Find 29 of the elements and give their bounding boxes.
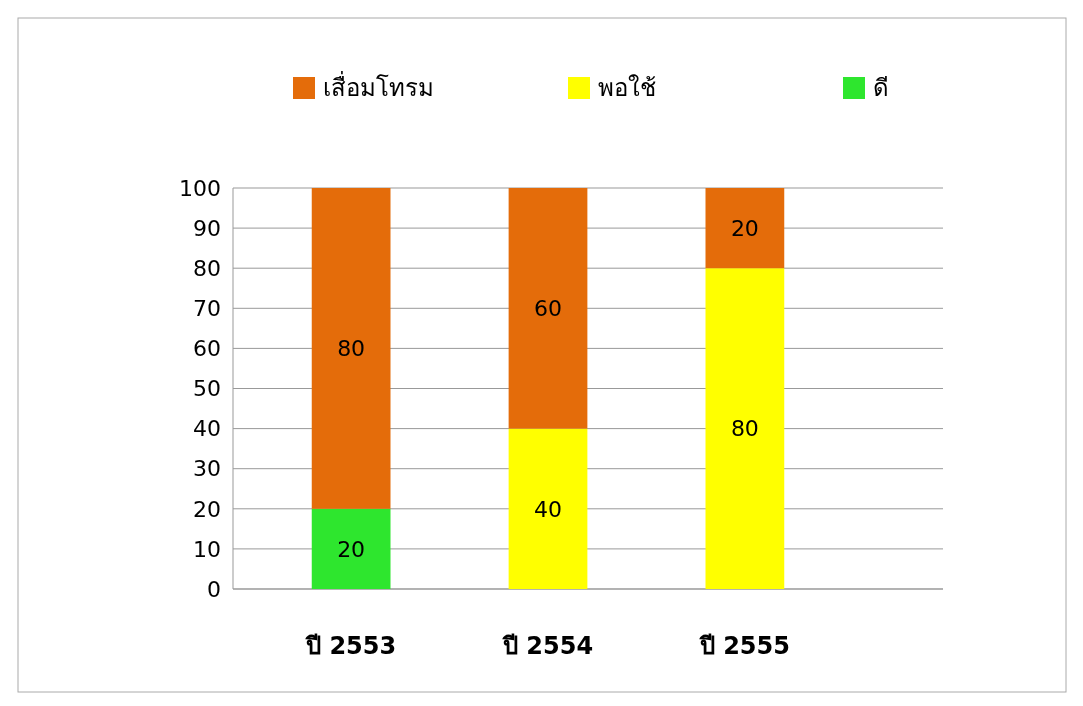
y-tick-label: 10 bbox=[193, 536, 221, 562]
y-tick-label: 40 bbox=[193, 416, 221, 442]
bar bbox=[705, 268, 785, 589]
x-tick-label: ปี 2554 bbox=[501, 632, 594, 660]
y-tick-label: 100 bbox=[179, 175, 221, 201]
bar bbox=[508, 428, 588, 589]
legend-label: พอใช้ bbox=[598, 74, 656, 103]
y-tick-label: 60 bbox=[193, 336, 221, 362]
data-label: 20 bbox=[337, 536, 366, 562]
x-tick-label: ปี 2555 bbox=[698, 632, 790, 660]
bar bbox=[311, 508, 391, 589]
bar bbox=[311, 188, 391, 509]
data-label: 60 bbox=[534, 296, 562, 321]
y-tick-label: 80 bbox=[193, 255, 221, 281]
data-label: 80 bbox=[730, 416, 759, 442]
y-tick-label: 30 bbox=[193, 456, 221, 482]
y-tick-label: 70 bbox=[193, 296, 221, 321]
bar bbox=[508, 188, 588, 429]
y-tick-label: 50 bbox=[193, 376, 221, 402]
legend-label: เสื่อมโทรม bbox=[323, 71, 434, 103]
legend-label: ดี bbox=[873, 74, 889, 103]
y-tick-label: 20 bbox=[193, 496, 221, 522]
y-tick-label: 90 bbox=[193, 215, 221, 241]
data-label: 80 bbox=[337, 336, 366, 362]
data-label: 20 bbox=[730, 215, 759, 241]
bar bbox=[705, 188, 785, 269]
x-tick-label: ปี 2553 bbox=[305, 632, 397, 660]
y-tick-label: 0 bbox=[207, 576, 221, 602]
data-label: 40 bbox=[534, 496, 562, 522]
